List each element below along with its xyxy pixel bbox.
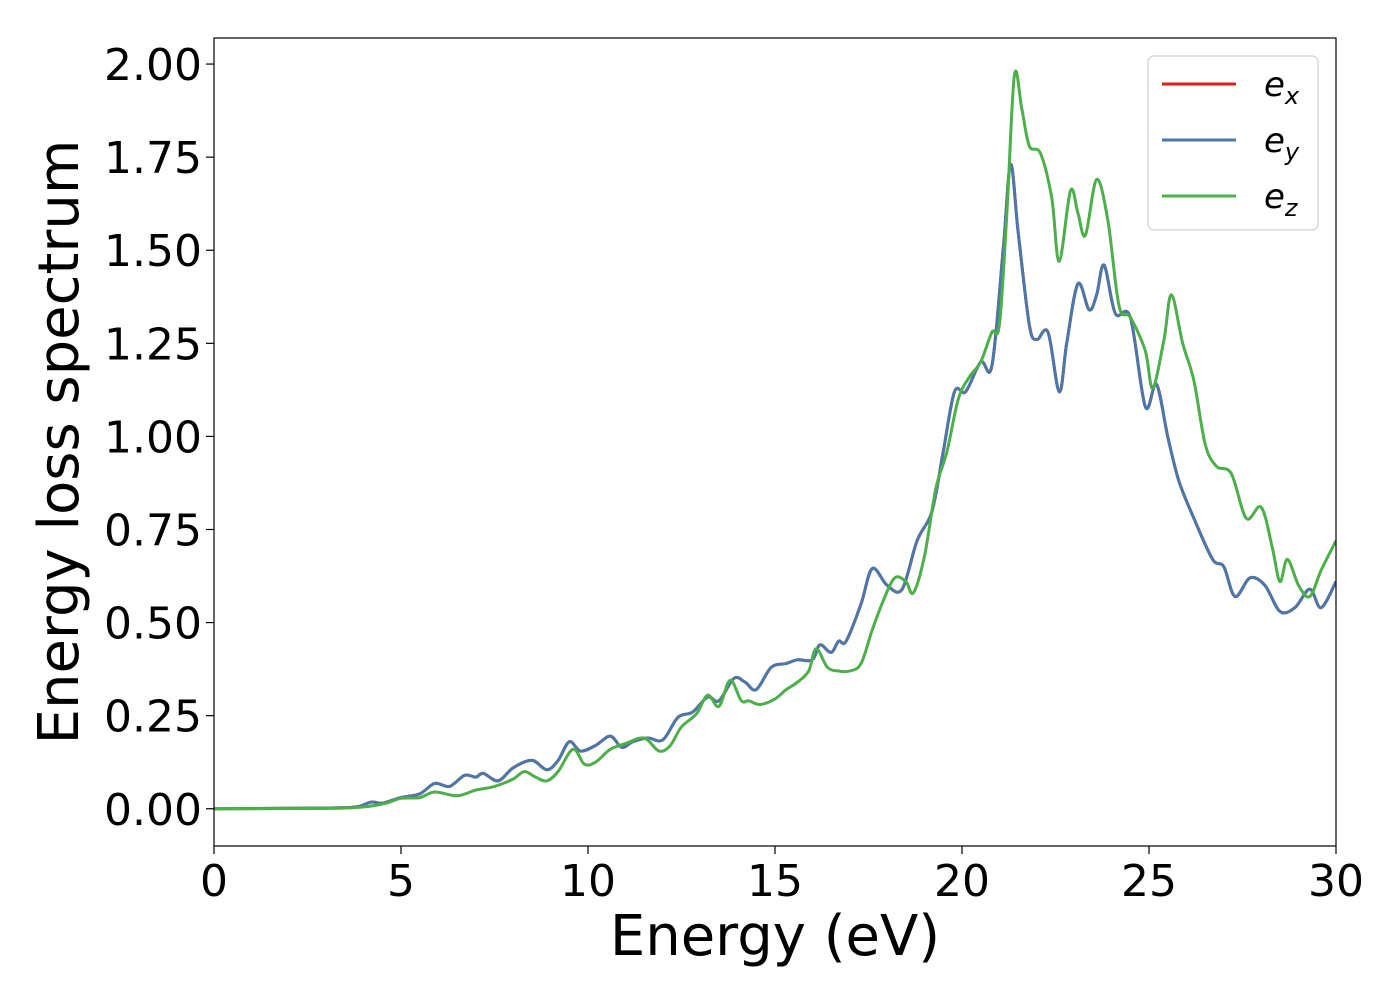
y-tick-label: 1.25 (104, 319, 202, 370)
legend-label-y: ey (1264, 121, 1300, 166)
x-axis-ticks: 0 5 10 15 20 25 30 (200, 846, 1364, 907)
y-tick-label: 1.50 (104, 226, 202, 277)
y-tick-label: 1.75 (104, 133, 202, 184)
y-tick-label: 0.00 (104, 785, 202, 836)
y-tick-label: 2.00 (104, 40, 202, 91)
legend-box (1147, 55, 1319, 231)
x-tick-label: 15 (747, 856, 803, 907)
legend: ex ey ez (1147, 55, 1319, 231)
x-tick-label: 30 (1308, 856, 1364, 907)
legend-label-x: ex (1264, 65, 1300, 110)
x-axis-title: Energy (eV) (610, 904, 940, 969)
x-tick-label: 20 (934, 856, 990, 907)
x-tick-label: 5 (387, 856, 415, 907)
y-tick-label: 0.25 (104, 692, 202, 743)
x-tick-label: 25 (1121, 856, 1177, 907)
y-axis-title: Energy loss spectrum (27, 140, 92, 745)
y-tick-label: 0.75 (104, 506, 202, 557)
series-line-z (214, 69, 1336, 811)
y-axis-ticks: 0.00 0.25 0.50 0.75 1.00 1.25 1.50 1.75 2.00 (104, 40, 214, 836)
x-tick-label: 0 (200, 856, 228, 907)
legend-label-z: ez (1264, 177, 1299, 222)
series-line-y (214, 163, 1336, 811)
plot-lines (214, 69, 1336, 811)
series-line-x (214, 163, 1336, 811)
x-tick-label: 10 (560, 856, 616, 907)
y-tick-label: 1.00 (104, 412, 202, 463)
y-tick-label: 0.50 (104, 599, 202, 650)
